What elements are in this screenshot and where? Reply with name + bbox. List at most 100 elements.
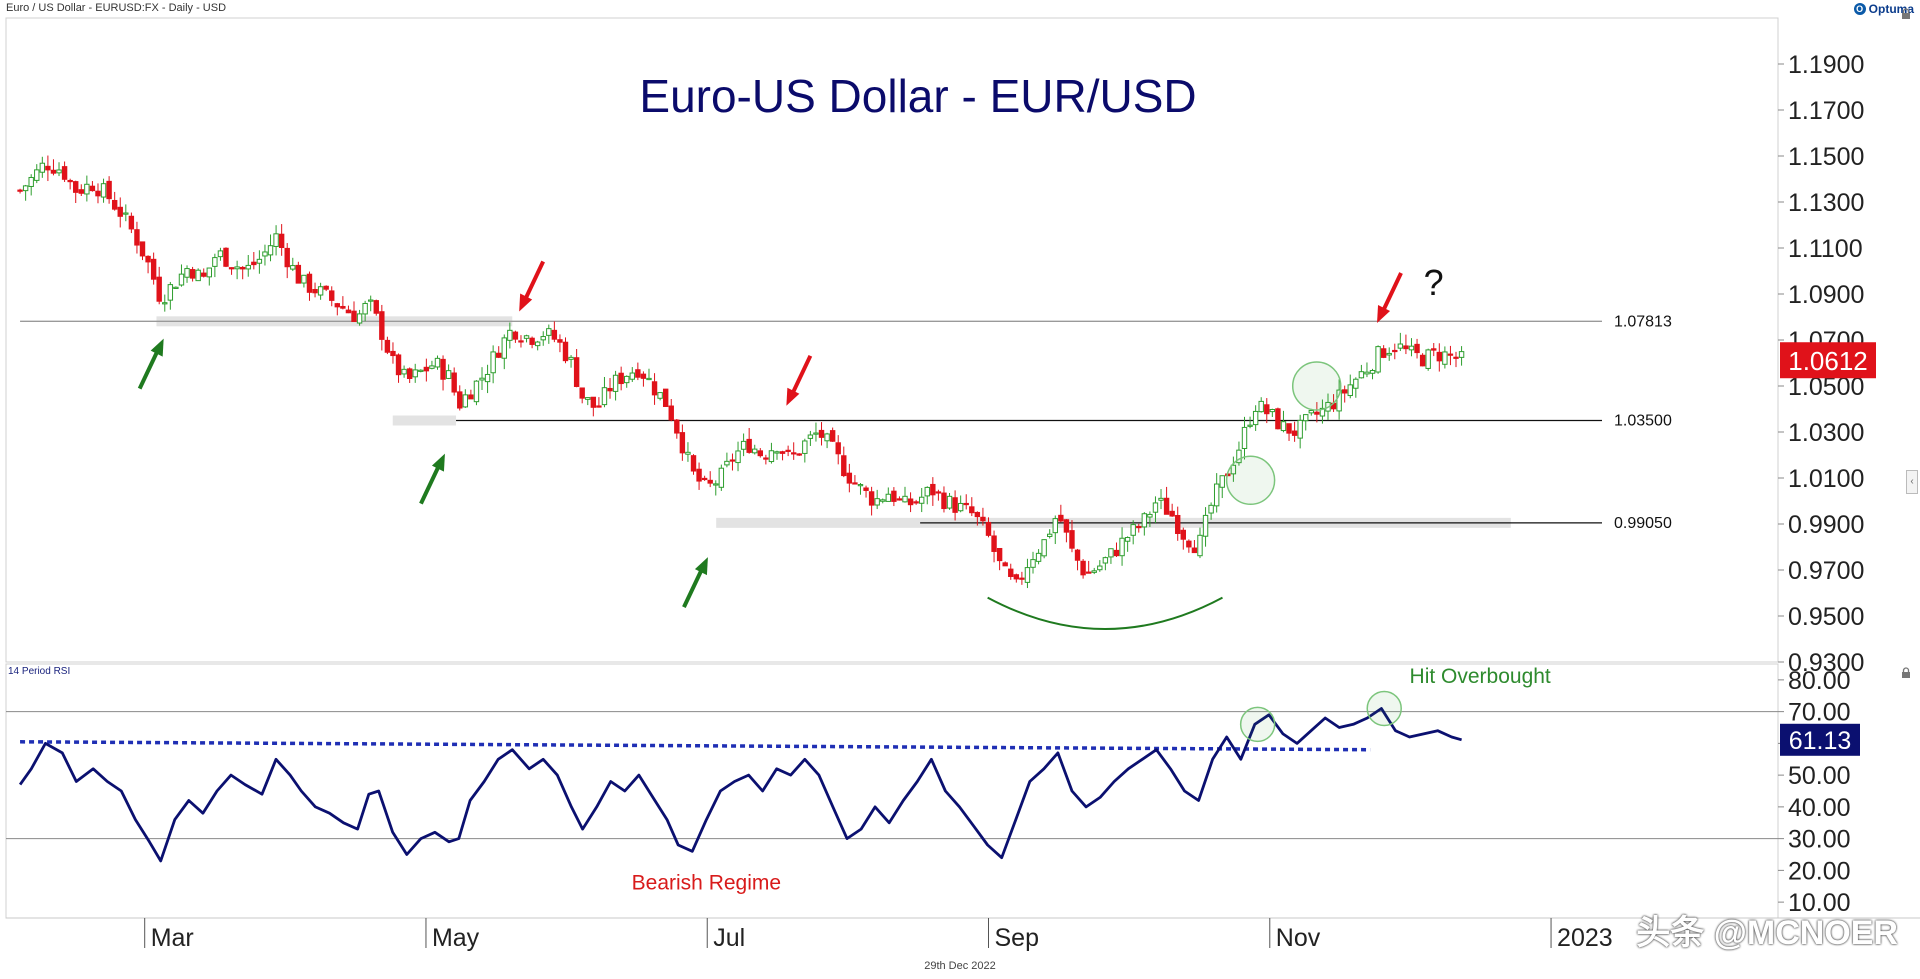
candle xyxy=(312,282,318,298)
candle xyxy=(1213,473,1220,513)
candle xyxy=(156,266,162,305)
candle xyxy=(223,247,229,268)
price-tick-label: 1.1500 xyxy=(1788,143,1864,171)
candle xyxy=(991,530,997,563)
candle xyxy=(763,454,769,465)
candle-body xyxy=(857,484,864,487)
candle xyxy=(1425,348,1431,371)
candle-body xyxy=(1419,354,1426,367)
candle xyxy=(1397,332,1404,352)
candles xyxy=(17,155,1465,589)
candle-body xyxy=(184,268,190,278)
candle-body xyxy=(902,495,908,503)
candle xyxy=(39,156,46,178)
candle-body xyxy=(178,273,185,286)
candle-body xyxy=(629,372,635,380)
candle-body xyxy=(635,369,641,378)
candle xyxy=(1186,539,1192,553)
red-arrow xyxy=(786,354,813,406)
candle xyxy=(117,197,123,228)
candle-body xyxy=(657,392,663,399)
highlight-circle xyxy=(1225,455,1276,506)
lock-icon[interactable] xyxy=(1900,8,1912,20)
candle-body xyxy=(1319,407,1326,417)
candle xyxy=(1269,408,1276,417)
candle-body xyxy=(841,455,847,477)
candle-body xyxy=(568,356,574,360)
candle xyxy=(84,175,90,202)
candle-body xyxy=(512,331,519,340)
candle xyxy=(111,191,118,211)
red-arrow-shaft xyxy=(1381,272,1403,312)
candle-body xyxy=(974,511,981,518)
candle xyxy=(529,336,535,349)
candle-body xyxy=(874,498,880,506)
level-label: 0.99050 xyxy=(1614,515,1672,532)
candle xyxy=(1369,368,1376,380)
candle-body xyxy=(885,493,892,502)
candle xyxy=(317,282,324,300)
price-tick-label: 1.0300 xyxy=(1788,419,1864,447)
rsi-tick-label: 50.00 xyxy=(1788,762,1851,790)
candle xyxy=(484,364,491,394)
candle-body xyxy=(106,180,112,200)
candle xyxy=(740,433,747,457)
candle-body xyxy=(1408,345,1415,351)
x-tick-label: Sep xyxy=(995,924,1039,952)
lock-icon[interactable] xyxy=(1900,667,1912,679)
candle xyxy=(1147,511,1153,527)
candle-body xyxy=(273,233,279,247)
candle-body xyxy=(317,286,324,296)
candle-body xyxy=(813,432,819,435)
candle-body xyxy=(618,372,624,385)
candle xyxy=(1241,416,1248,460)
candle xyxy=(1414,338,1420,359)
candle xyxy=(457,385,463,411)
candle-body xyxy=(768,450,775,463)
candle-body xyxy=(1024,567,1031,583)
candle-body xyxy=(802,440,808,454)
candle-body xyxy=(557,339,563,343)
candle-body xyxy=(340,305,346,309)
candle xyxy=(746,427,752,454)
candle xyxy=(1447,345,1454,366)
x-tick-label: Nov xyxy=(1276,924,1321,952)
green-arrow xyxy=(419,453,445,505)
candle-body xyxy=(173,286,179,289)
candle-body xyxy=(1175,514,1181,534)
candle xyxy=(189,266,196,282)
collapse-panel-handle[interactable]: ‹ xyxy=(1906,470,1918,494)
candle-body xyxy=(1097,565,1103,571)
candle xyxy=(1119,527,1125,566)
chart-date: 29th Dec 2022 xyxy=(924,960,996,972)
candle-body xyxy=(1341,389,1348,394)
candle xyxy=(1097,560,1103,572)
candle xyxy=(546,324,552,344)
candle-body xyxy=(117,206,123,217)
rsi-line xyxy=(18,707,1462,863)
candle-body xyxy=(1275,408,1281,430)
candle-body xyxy=(713,483,719,486)
candle-body xyxy=(61,166,68,180)
candle-body xyxy=(1219,475,1225,488)
candle-body xyxy=(384,339,391,353)
candle-body xyxy=(496,352,502,358)
candle xyxy=(880,498,886,504)
candle-body xyxy=(1136,525,1142,529)
candle xyxy=(206,267,212,286)
candle-body xyxy=(1085,571,1092,574)
candle xyxy=(596,397,602,408)
x-tick-label: 2023 xyxy=(1557,924,1613,952)
candle xyxy=(45,155,51,182)
candle-body xyxy=(1030,559,1036,568)
candle-body xyxy=(1236,449,1242,464)
candle-body xyxy=(969,506,975,514)
candle-body xyxy=(1108,548,1114,558)
price-panel: Euro-US Dollar - EUR/USD 1.07813 1.03500 0.… xyxy=(5,17,1779,663)
candle xyxy=(1163,486,1170,515)
rsi-tick-label: 10.00 xyxy=(1788,889,1851,917)
candle xyxy=(28,174,34,196)
axes: 0.93000.95000.97000.99001.01001.03001.05… xyxy=(6,51,1920,952)
candle-body xyxy=(1241,426,1248,449)
